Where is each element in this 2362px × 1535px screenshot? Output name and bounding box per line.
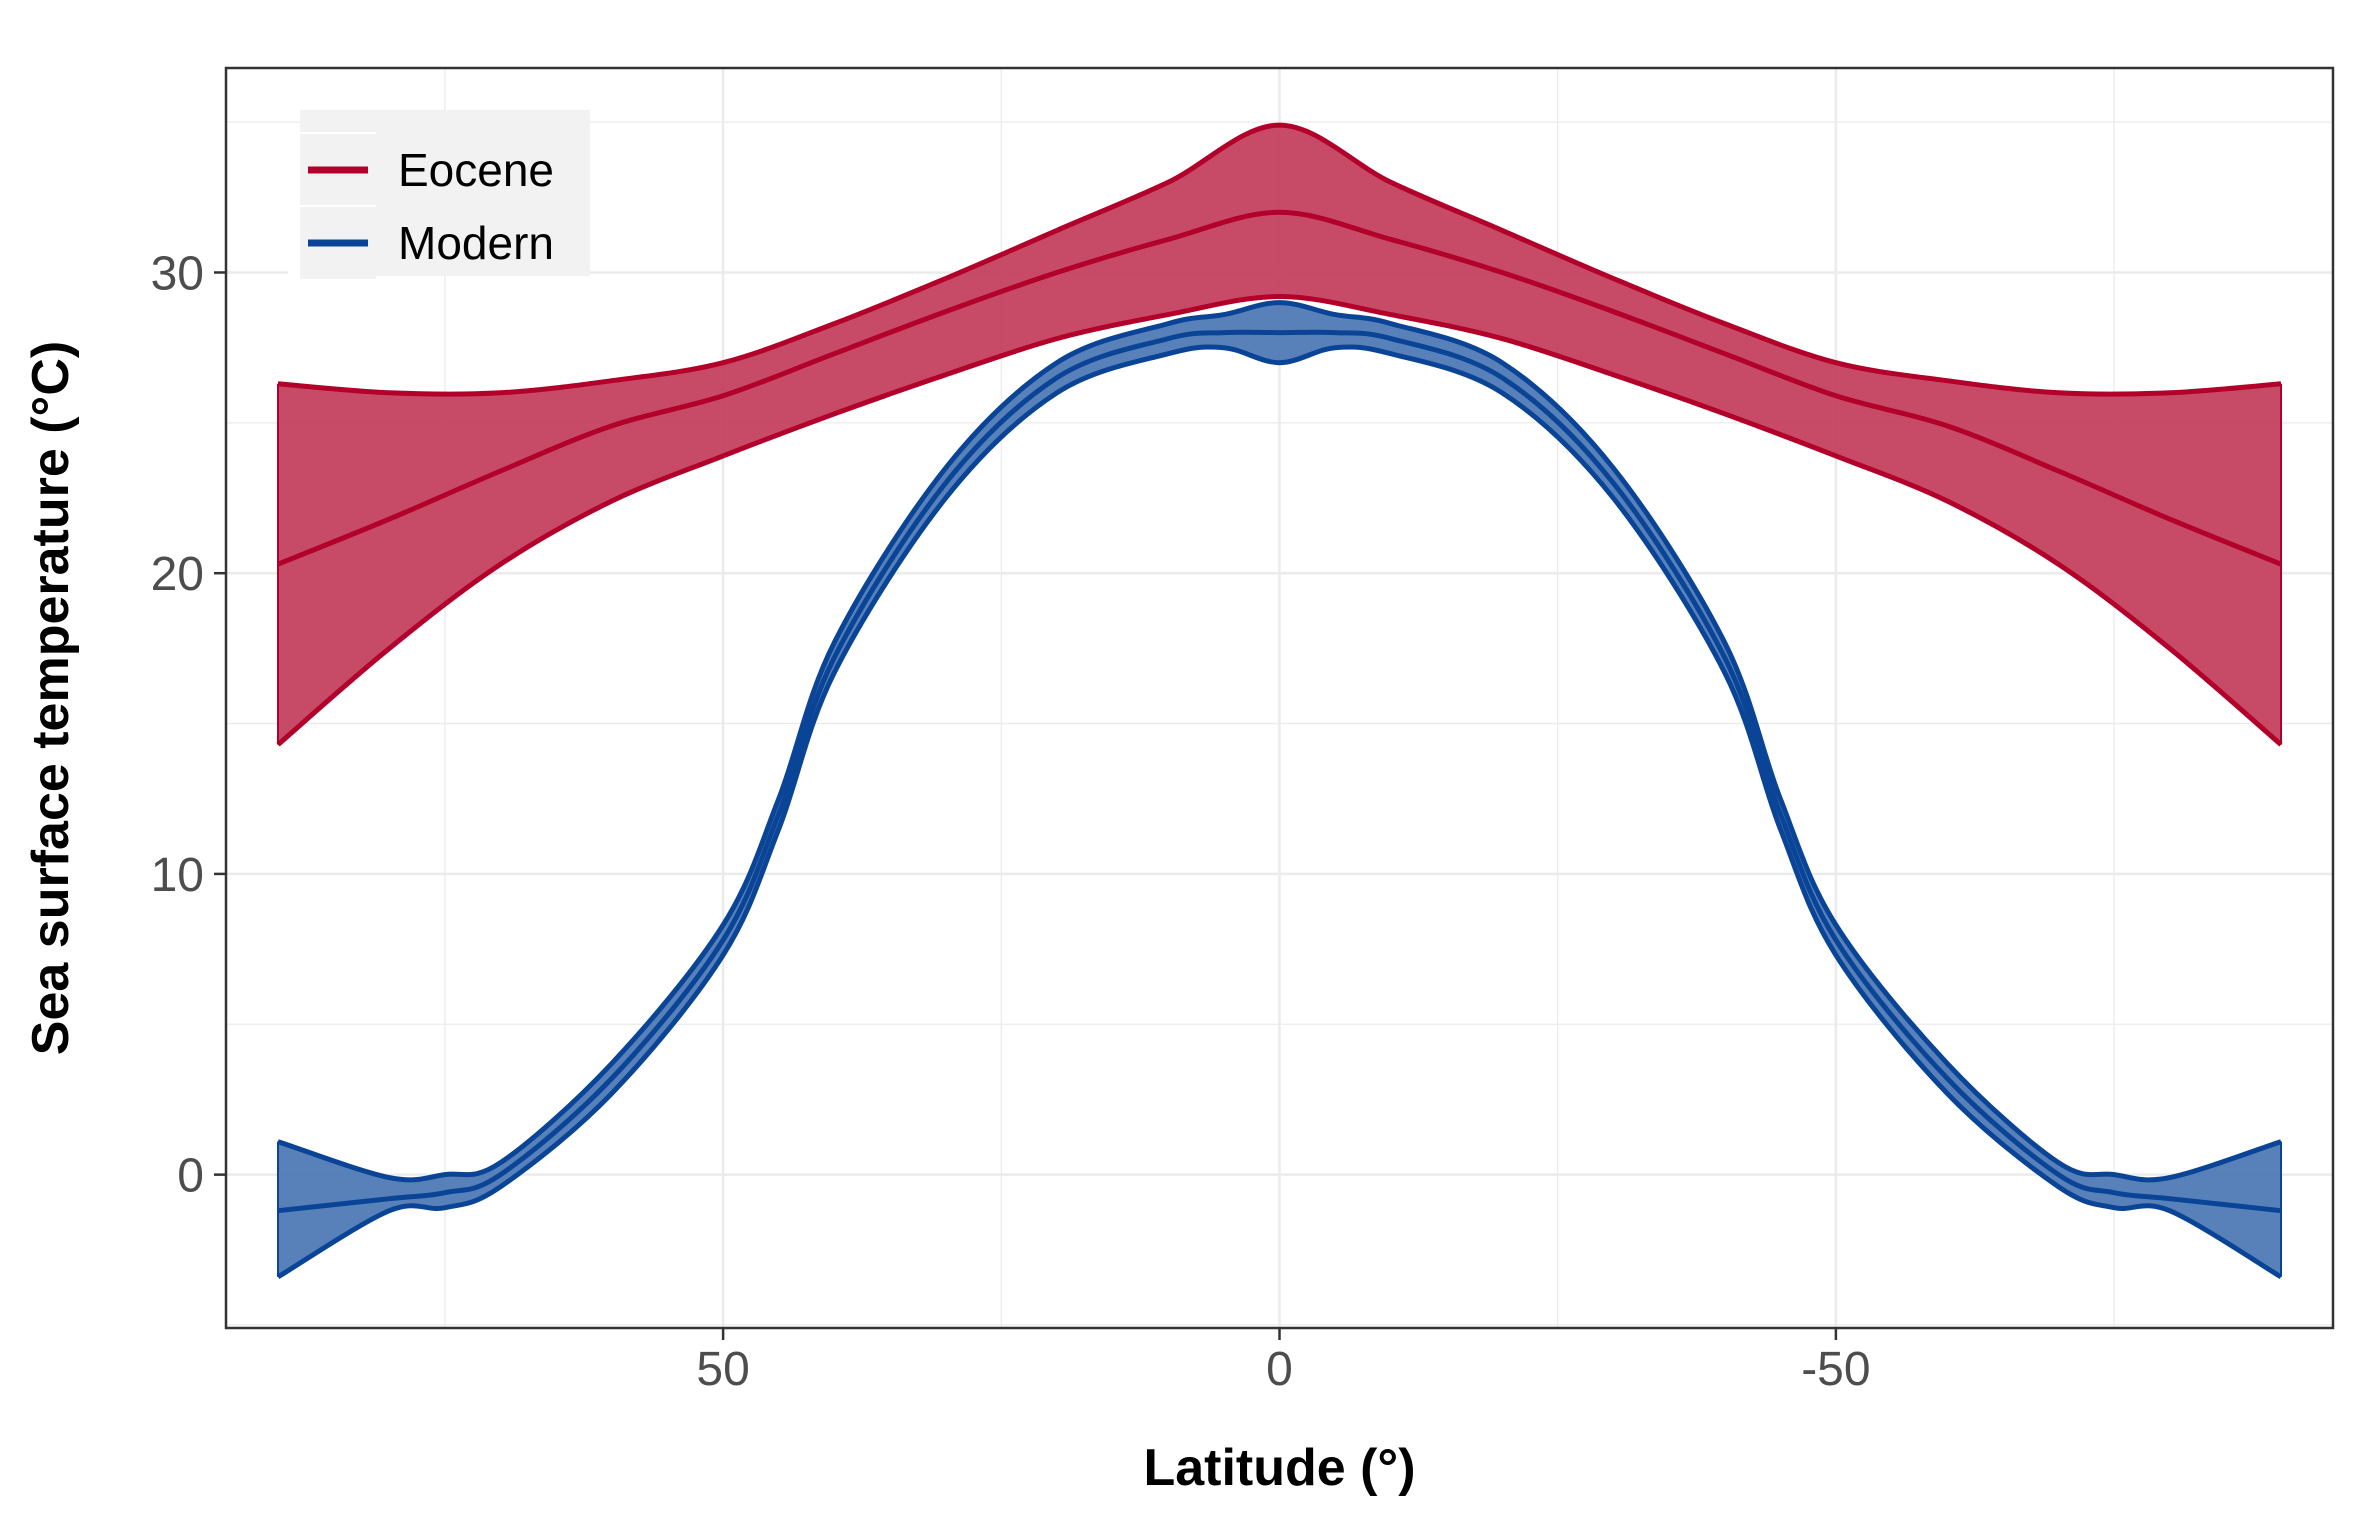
- x-tick-label: 50: [696, 1343, 749, 1396]
- x-axis-title: Latitude (°): [1143, 1439, 1415, 1497]
- modern-range-band: [278, 302, 2281, 1277]
- y-axis: 0 10 20 30: [151, 247, 226, 1203]
- modern-mean-line: [277, 329, 2282, 1214]
- modern-upper-line: [277, 300, 2282, 1183]
- y-tick-label: 20: [151, 548, 204, 601]
- eocene-range-band: [278, 125, 2281, 745]
- series-modern: [276, 300, 2283, 1280]
- series-layer: [276, 122, 2283, 1280]
- eocene-mean-line: [277, 209, 2282, 567]
- series-eocene: [276, 122, 2283, 747]
- x-tick-label: 0: [1266, 1343, 1293, 1396]
- y-tick-label: 10: [151, 849, 204, 902]
- y-tick-label: 30: [151, 247, 204, 300]
- legend: Eocene Modern: [288, 110, 590, 281]
- x-tick-label: -50: [1801, 1343, 1870, 1396]
- eocene-upper-line: [277, 122, 2282, 397]
- modern-lower-line: [276, 344, 2283, 1280]
- y-axis-title: Sea surface temperature (°C): [22, 341, 80, 1055]
- x-axis: 50 0 -50: [696, 1328, 1871, 1396]
- eocene-lower-line: [276, 293, 2283, 747]
- y-tick-label: 0: [177, 1150, 204, 1203]
- legend-label-modern: Modern: [398, 217, 554, 269]
- legend-label-eocene: Eocene: [398, 144, 554, 196]
